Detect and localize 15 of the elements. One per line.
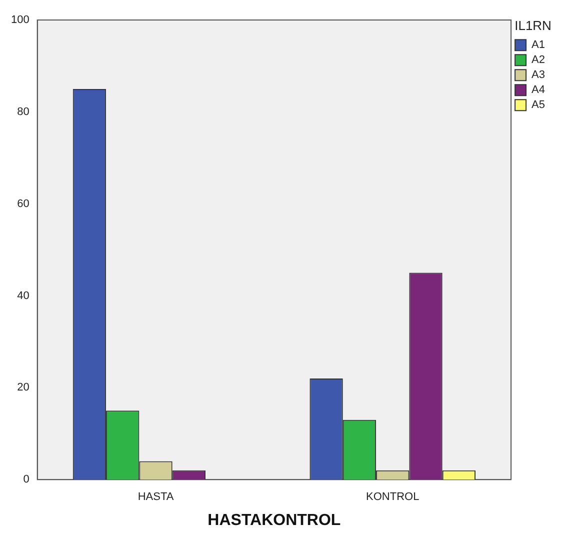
y-tick-label: 100: [10, 14, 30, 26]
y-tick-label: 40: [17, 290, 30, 302]
legend-label: A3: [532, 69, 546, 82]
x-tick-label: HASTA: [138, 491, 174, 504]
y-tick-label: 80: [17, 106, 30, 118]
x-tick-label: KONTROL: [366, 491, 420, 504]
y-tick-label: 0: [23, 474, 30, 486]
legend-label: A1: [532, 39, 546, 52]
y-tick-label: 20: [17, 382, 30, 394]
legend-label: A4: [532, 84, 546, 96]
y-tick-label: 60: [17, 198, 30, 210]
legend-label: A5: [532, 99, 546, 112]
legend-title: IL1RN: [514, 18, 552, 34]
legend-label: A2: [532, 54, 546, 66]
x-axis-title: HASTAKONTROL: [208, 512, 341, 529]
